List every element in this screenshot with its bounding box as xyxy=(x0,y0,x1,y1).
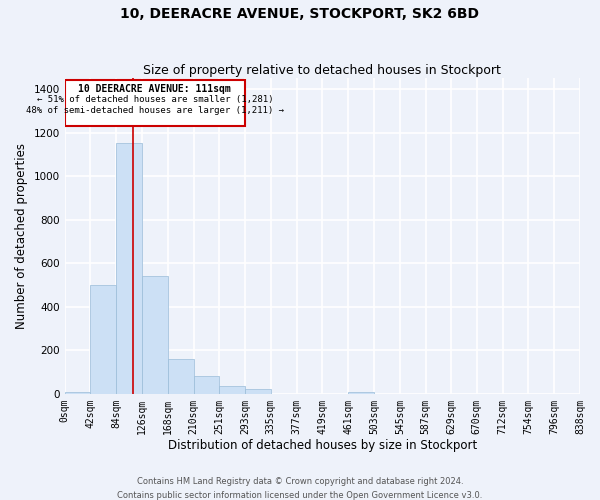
Bar xyxy=(91,285,116,394)
Bar xyxy=(142,276,168,394)
Text: ← 51% of detached houses are smaller (1,281): ← 51% of detached houses are smaller (1,… xyxy=(37,95,273,104)
Bar xyxy=(168,359,194,394)
Bar xyxy=(116,144,142,394)
Text: Contains HM Land Registry data © Crown copyright and database right 2024.
Contai: Contains HM Land Registry data © Crown c… xyxy=(118,478,482,500)
Bar xyxy=(219,386,245,394)
Text: 10, DEERACRE AVENUE, STOCKPORT, SK2 6BD: 10, DEERACRE AVENUE, STOCKPORT, SK2 6BD xyxy=(121,8,479,22)
X-axis label: Distribution of detached houses by size in Stockport: Distribution of detached houses by size … xyxy=(168,440,477,452)
Text: 48% of semi-detached houses are larger (1,211) →: 48% of semi-detached houses are larger (… xyxy=(26,106,284,116)
Title: Size of property relative to detached houses in Stockport: Size of property relative to detached ho… xyxy=(143,64,501,77)
Bar xyxy=(194,376,219,394)
Bar xyxy=(65,80,245,126)
Bar xyxy=(65,392,91,394)
Bar xyxy=(348,392,374,394)
Y-axis label: Number of detached properties: Number of detached properties xyxy=(15,143,28,329)
Bar xyxy=(245,389,271,394)
Text: 10 DEERACRE AVENUE: 111sqm: 10 DEERACRE AVENUE: 111sqm xyxy=(79,84,231,94)
